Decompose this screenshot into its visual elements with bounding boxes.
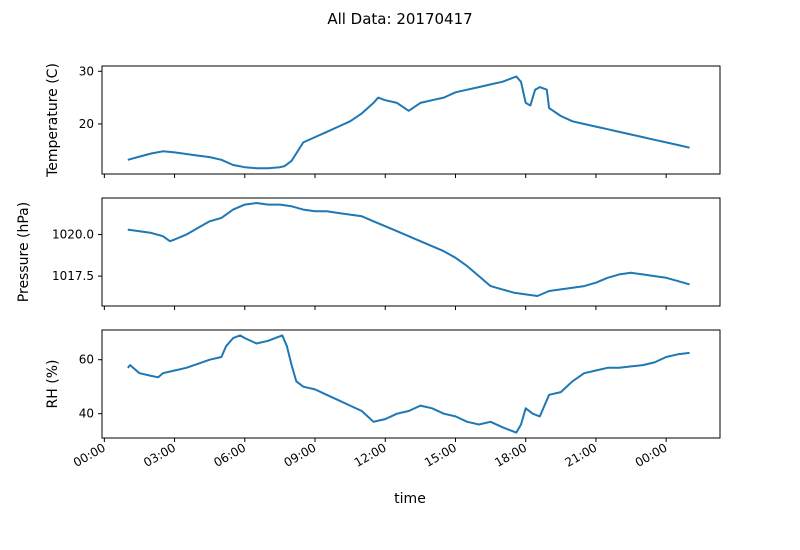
x-tick-label: 09:00 [282, 440, 319, 469]
subplots: 20 30 Temperature (C) 1017.5 1020.0 Pressure … [16, 63, 721, 470]
y-tick-label: 1020.0 [52, 228, 94, 242]
x-tick-label: 15:00 [422, 440, 459, 469]
y-tick-label: 30 [79, 64, 94, 78]
figure-title: All Data: 20170417 [327, 10, 472, 28]
y-axis-label: Pressure (hPa) [16, 202, 32, 302]
x-tick-label: 03:00 [141, 440, 178, 469]
y-axis-label: Temperature (C) [45, 63, 61, 178]
plot-frame [101, 329, 721, 439]
y-tick-label: 20 [79, 117, 94, 131]
series-line [127, 202, 690, 297]
x-axis-label: time [394, 491, 426, 507]
x-tick-label: 21:00 [562, 440, 599, 469]
subplot-3: 40 60 00:00 03:00 06:00 09:00 12:00 15:00 18:00 2… [45, 329, 721, 470]
plot-frame [101, 197, 721, 307]
y-tick-label: 40 [79, 407, 94, 421]
x-tick-label: 12:00 [352, 440, 389, 469]
y-tick-label: 60 [79, 353, 94, 367]
y-axis-label: RH (%) [45, 360, 61, 409]
x-tick-label: 00:00 [71, 440, 108, 469]
x-tick-label: 18:00 [492, 440, 529, 469]
subplot-1: 20 30 Temperature (C) [45, 63, 721, 178]
x-tick-label: 06:00 [211, 440, 248, 469]
series-line [127, 75, 690, 170]
plot-frame [101, 65, 721, 175]
subplot-2: 1017.5 1020.0 Pressure (hPa) [16, 197, 721, 310]
x-tick-label: 00:00 [633, 440, 670, 469]
y-tick-label: 1017.5 [52, 269, 94, 283]
series-line [127, 334, 690, 434]
